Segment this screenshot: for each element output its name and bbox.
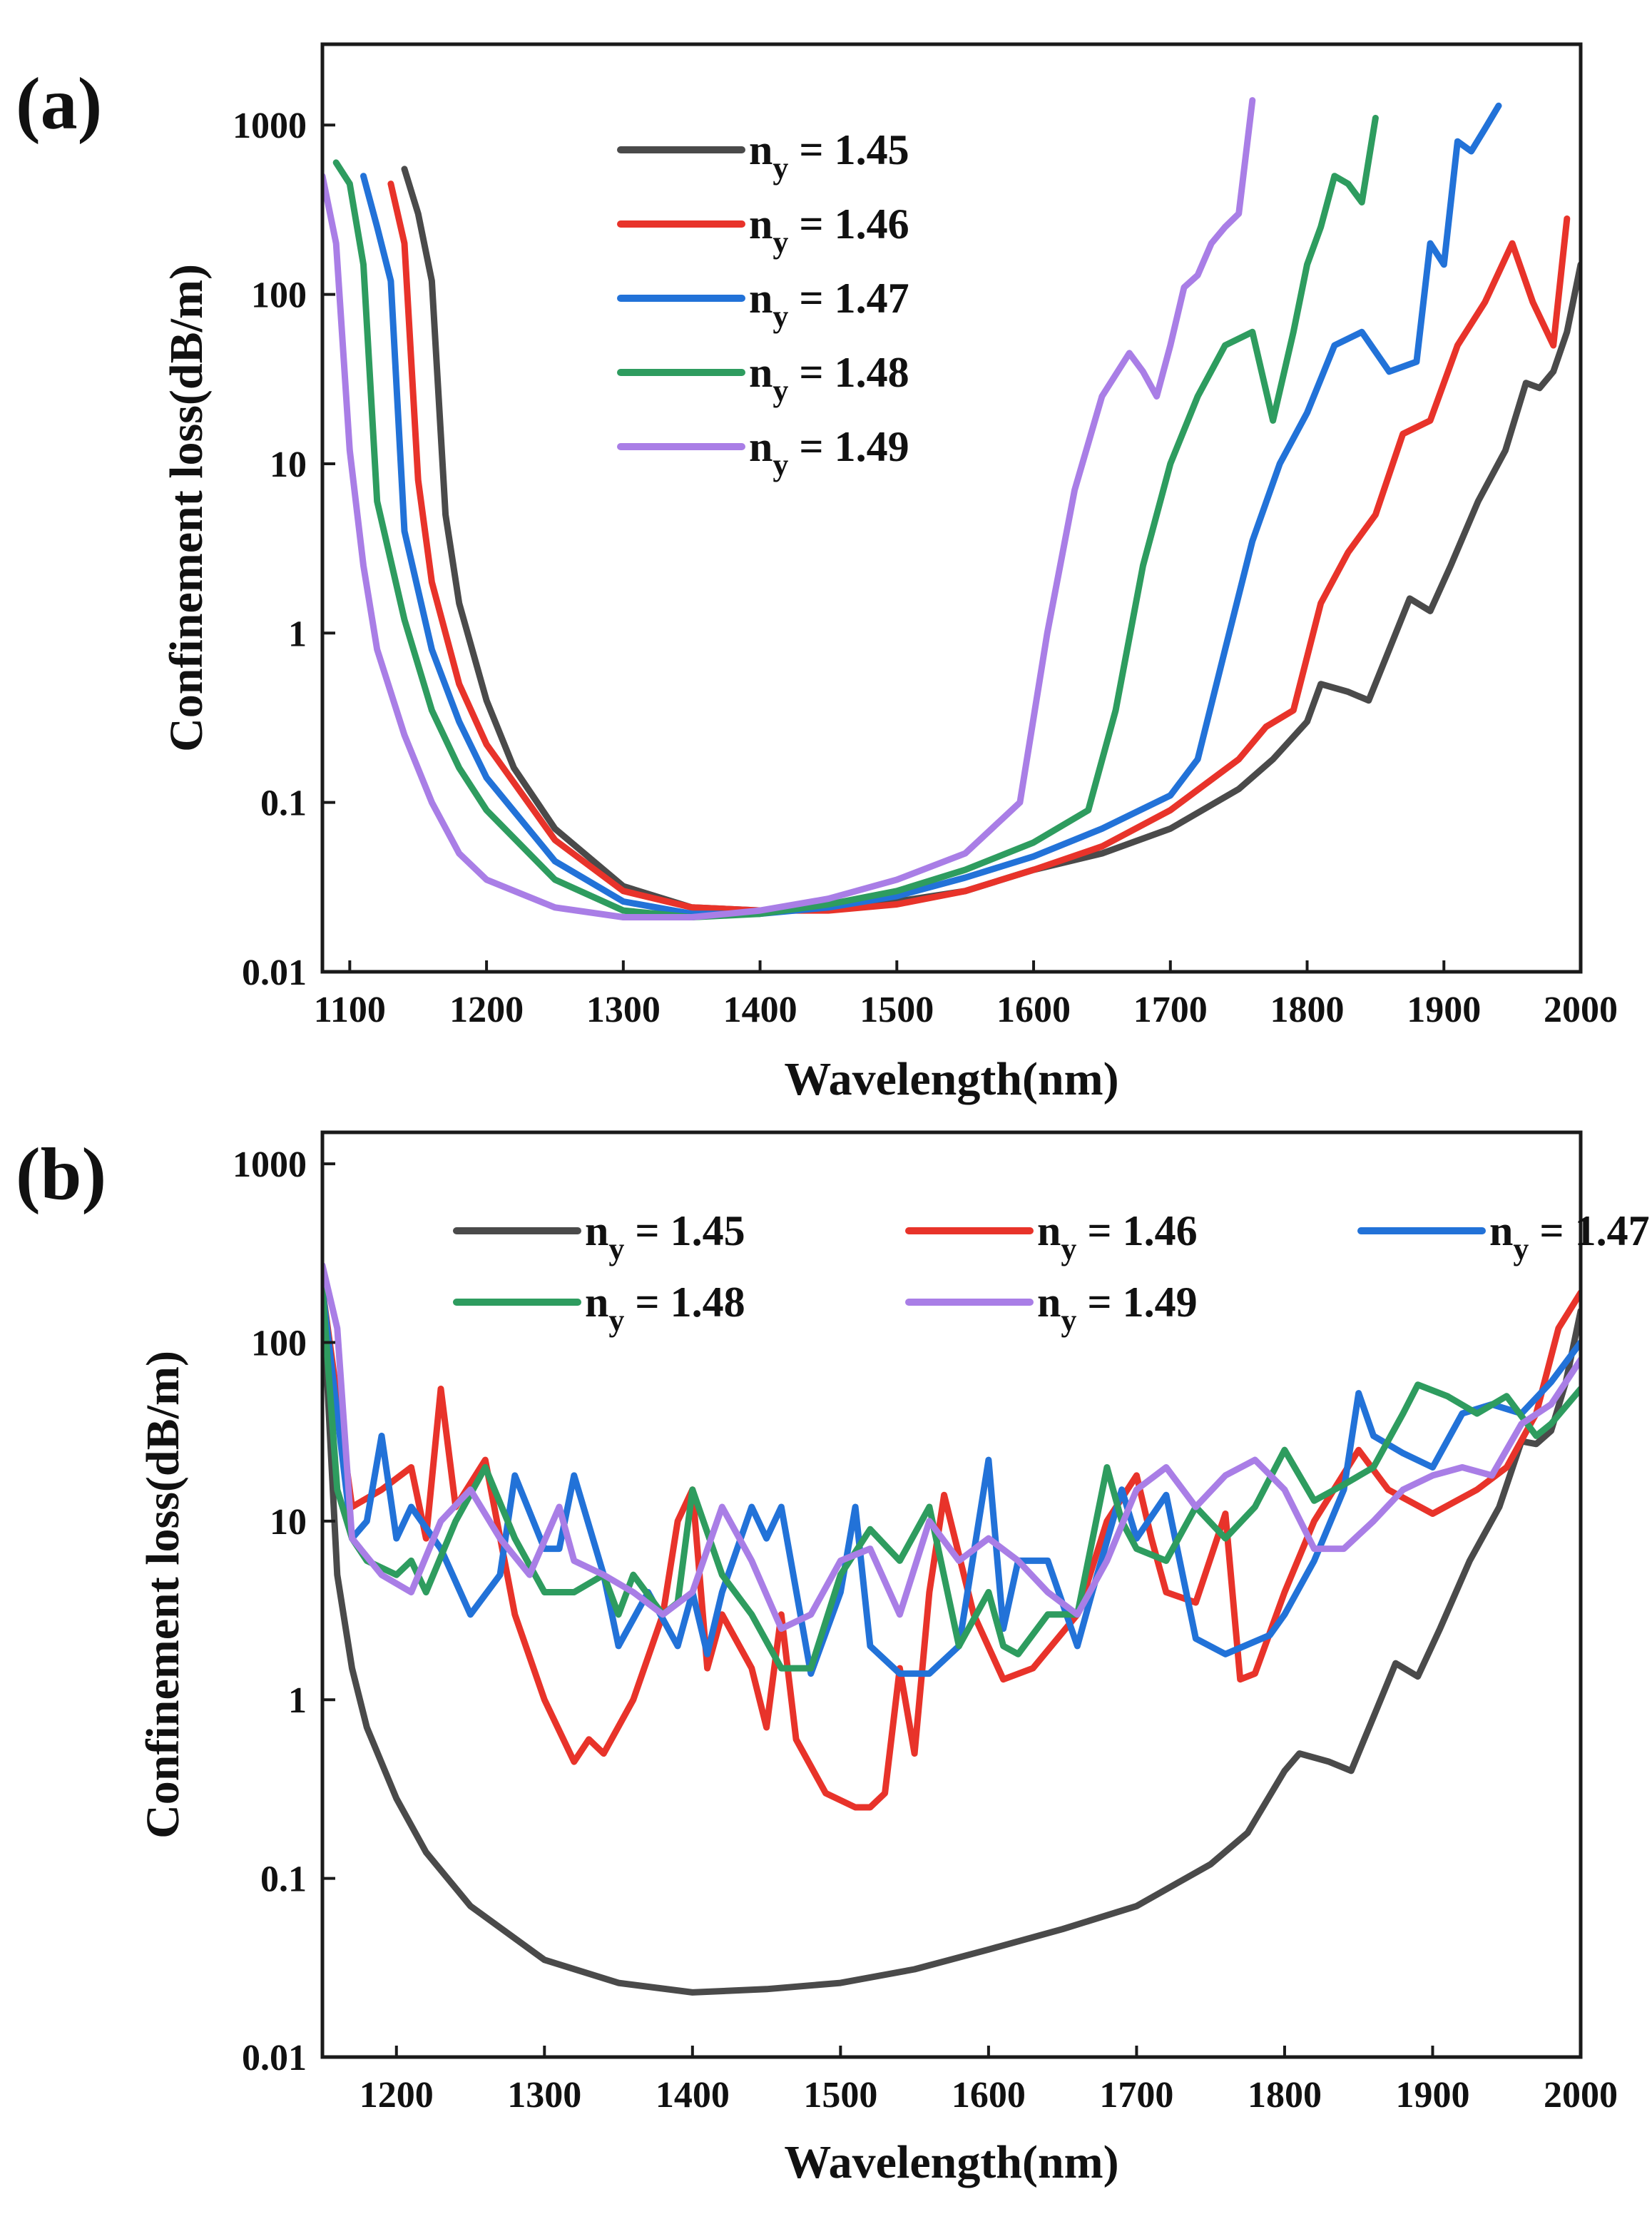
panel-a-ticks: 1100 1200 1300 1400 1500 1600 1700 1800 1900 2000… [233,106,1618,1030]
panel-b-y-tick-label: 0.01 [242,2038,307,2078]
panel-b-x-tick-label: 1600 [952,2075,1026,2116]
panel-a-y-tick-label: 100 [251,275,307,316]
panel-a-y-tick-label: 10 [270,445,307,485]
panel-a-legend-item: ny = 1.48 [617,349,909,408]
panel-a-y-tick-label: 1000 [233,106,307,146]
panel-b: (b) 1200 1300 1400 1500 1600 1700 1800 1900 2000… [16,1130,1650,2188]
panel-a-legend-item: ny = 1.47 [617,275,909,334]
panel-a-legend-label: ny = 1.47 [749,275,909,334]
panel-b-y-tick-label: 1000 [233,1144,307,1185]
panel-a-series [322,97,1581,920]
panel-b-x-tick-label: 2000 [1544,2075,1618,2116]
panel-b-x-tick-label: 1900 [1395,2075,1469,2116]
panel-a-x-tick-label: 2000 [1544,990,1618,1030]
panel-a-legend-item: ny = 1.49 [617,423,909,482]
panel-b-x-axis-title: Wavelength(nm) [784,2136,1118,2188]
panel-a-x-tick-label: 1800 [1270,990,1345,1030]
panel-b-y-tick-label: 1 [288,1680,307,1721]
panel-b-x-tick-label: 1300 [507,2075,581,2116]
panel-b-series-1-45-line [322,1285,1581,1996]
panel-a-legend-item: ny = 1.45 [617,126,909,186]
panel-b-series-1-49-line [322,1262,1581,1633]
panel-a-legend: ny = 1.45 ny = 1.46 ny = 1.47 ny = 1.48 ny =… [617,126,909,482]
panel-a-label: (a) [16,63,102,145]
panel-a-legend-label: ny = 1.48 [749,349,909,408]
panel-a-series-1-48-line [332,114,1379,920]
panel-a-x-tick-label: 1300 [586,990,661,1030]
panel-b-plot-frame [320,1130,1583,2059]
panel-b-legend: ny = 1.45 ny = 1.46 ny = 1.47 ny = 1.48 ny =… [453,1207,1650,1338]
panel-b-legend-item: ny = 1.46 [905,1207,1198,1266]
panel-b-x-tick-label: 1700 [1099,2075,1173,2116]
panel-b-legend-label: ny = 1.46 [1037,1207,1198,1266]
panel-a: (a) 1100 1200 1300 1400 1500 1600 1700 1800 1900… [16,42,1618,1105]
panel-b-series-1-46-line [322,1285,1581,1811]
panel-a-series-1-45-line [401,166,1581,914]
panel-a-x-tick-label: 1700 [1133,990,1208,1030]
panel-b-legend-label: ny = 1.47 [1489,1207,1650,1266]
panel-b-legend-item: ny = 1.45 [453,1207,745,1266]
panel-b-y-tick-label: 0.1 [260,1859,307,1900]
panel-a-legend-item: ny = 1.46 [617,200,909,260]
panel-a-y-tick-label: 0.01 [242,953,307,993]
panel-b-x-tick-label: 1800 [1248,2075,1322,2116]
panel-b-y-tick-label: 10 [270,1502,307,1543]
panel-a-series-1-49-line [322,97,1256,920]
panel-a-y-tick-label: 0.1 [260,783,307,824]
panel-b-label: (b) [16,1133,106,1215]
panel-a-x-tick-label: 1500 [860,990,934,1030]
panel-b-legend-label: ny = 1.49 [1037,1279,1198,1338]
panel-b-x-tick-label: 1200 [360,2075,434,2116]
panel-b-x-tick-label: 1500 [803,2075,877,2116]
panel-b-legend-label: ny = 1.45 [585,1207,745,1266]
panel-a-series-1-47-line [360,102,1502,918]
panel-a-x-tick-label: 1400 [723,990,797,1030]
panel-a-x-tick-label: 1200 [449,990,524,1030]
panel-a-legend-label: ny = 1.46 [749,200,909,260]
panel-b-series-1-48-line [322,1285,1581,1672]
panel-a-x-tick-label: 1100 [314,990,386,1030]
panel-a-x-tick-label: 1600 [996,990,1071,1030]
panel-b-y-tick-label: 100 [251,1323,307,1364]
panel-a-plot-frame [320,42,1583,974]
panel-a-legend-label: ny = 1.49 [749,423,909,482]
panel-a-legend-label: ny = 1.45 [749,126,909,186]
panel-b-ticks: 1200 1300 1400 1500 1600 1700 1800 1900 2000 0.01… [233,1144,1618,2116]
panel-b-x-tick-label: 1400 [656,2075,730,2116]
panel-a-x-axis-title: Wavelength(nm) [784,1053,1118,1105]
panel-b-legend-item: ny = 1.49 [905,1279,1198,1338]
panel-b-legend-item: ny = 1.47 [1357,1207,1650,1266]
panel-b-y-axis-title: Confinement loss(dB/m) [137,1351,189,1839]
panel-b-legend-label: ny = 1.48 [585,1279,745,1338]
panel-b-series [322,1262,1581,1996]
panel-a-series-1-46-line [387,181,1571,914]
panel-a-y-axis-title: Confinement loss(dB/m) [160,264,213,752]
panel-b-legend-item: ny = 1.48 [453,1279,745,1338]
panel-b-series-1-47-line [322,1285,1581,1677]
panel-a-x-tick-label: 1900 [1407,990,1481,1030]
panel-a-y-tick-label: 1 [288,614,307,654]
